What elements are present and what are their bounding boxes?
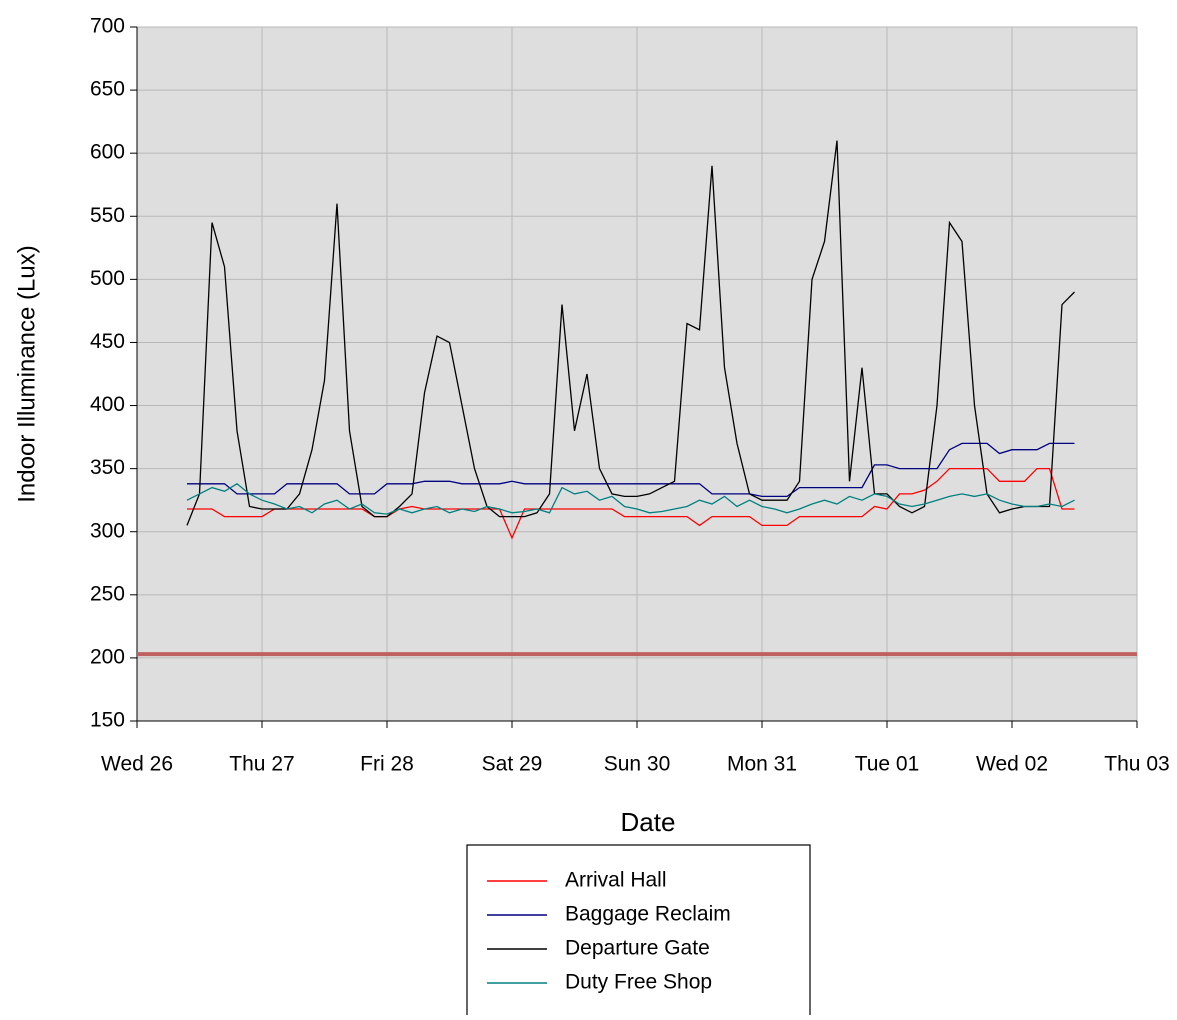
data-line bbox=[186, 140, 1075, 526]
x-tick-label: Sun 30 bbox=[604, 753, 671, 776]
x-tick-label: Wed 02 bbox=[976, 753, 1048, 776]
data-line bbox=[187, 442, 1075, 498]
y-tick-label: 500 bbox=[90, 267, 125, 290]
x-axis-title: Date bbox=[621, 807, 676, 837]
y-tick-label: 700 bbox=[90, 15, 125, 38]
x-tick-label: Wed 26 bbox=[101, 753, 173, 776]
y-tick-label: 300 bbox=[90, 519, 125, 542]
x-tick-label: Sat 29 bbox=[482, 753, 543, 776]
y-tick-label: 350 bbox=[90, 456, 125, 479]
data-line bbox=[186, 483, 1075, 515]
y-tick-label: 550 bbox=[90, 204, 125, 227]
y-tick-label: 450 bbox=[90, 330, 125, 353]
y-tick-label: 200 bbox=[90, 645, 125, 668]
legend-label: Baggage Reclaim bbox=[565, 903, 731, 926]
legend-label: Duty Free Shop bbox=[565, 971, 712, 994]
legend bbox=[466, 844, 811, 1020]
y-tick-label: 600 bbox=[90, 141, 125, 164]
x-tick-label: Thu 03 bbox=[1104, 753, 1169, 776]
y-tick-label: 650 bbox=[90, 78, 125, 101]
y-tick-label: 150 bbox=[90, 709, 125, 732]
legend-label: Departure Gate bbox=[565, 937, 710, 960]
y-axis-title: Indoor Illuminance (Lux) bbox=[13, 245, 40, 502]
y-tick-label: 400 bbox=[90, 393, 125, 416]
x-tick-label: Fri 28 bbox=[360, 753, 414, 776]
y-tick-label: 250 bbox=[90, 582, 125, 605]
legend-label: Arrival Hall bbox=[565, 869, 667, 892]
x-tick-label: Mon 31 bbox=[727, 753, 797, 776]
x-tick-label: Thu 27 bbox=[229, 753, 294, 776]
x-tick-label: Tue 01 bbox=[855, 753, 920, 776]
